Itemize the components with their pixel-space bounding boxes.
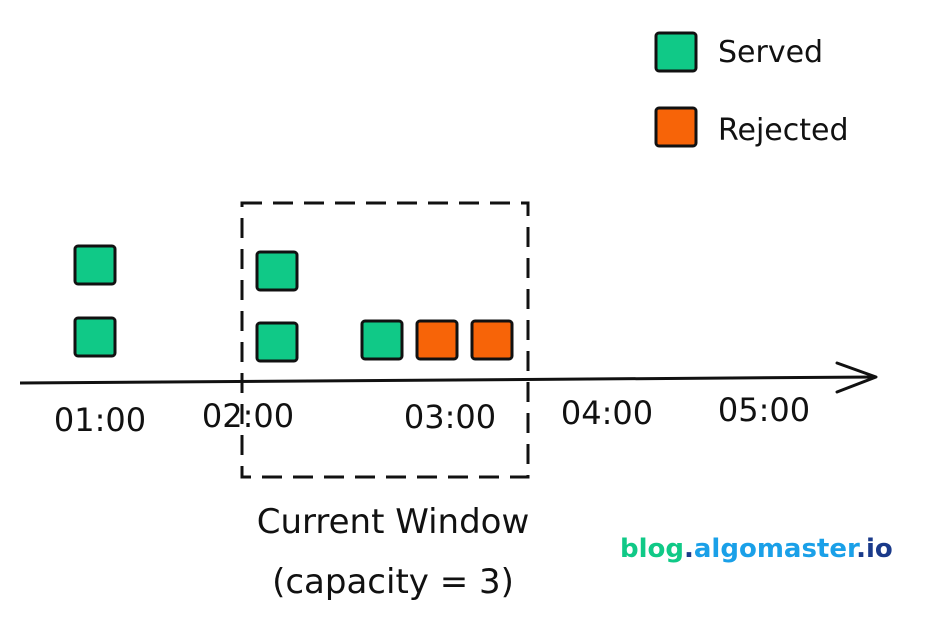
requests (73, 244, 514, 363)
tick-label: 03:00 (404, 398, 496, 436)
brand-part1: blog (620, 534, 684, 564)
served-request (255, 250, 299, 292)
served-request (360, 319, 404, 361)
timeline-axis (19, 361, 878, 394)
brand-dot2: . (856, 534, 866, 564)
tick-label: 01:00 (54, 401, 146, 439)
timeline-line (19, 375, 877, 385)
tick-label: 02:00 (202, 397, 294, 435)
tick-label: 05:00 (718, 391, 810, 429)
legend-served-label: Served (718, 35, 823, 70)
rejected-request (470, 319, 514, 361)
timeline-arrowhead (835, 361, 878, 394)
served-request (255, 321, 299, 363)
current-window-box (240, 201, 530, 479)
served-request (73, 244, 117, 286)
tick-labels: 01:00 02:00 03:00 04:00 05:00 (54, 391, 810, 439)
served-request (73, 316, 117, 358)
brand-part3: io (866, 534, 893, 564)
legend: Served Rejected (654, 31, 849, 148)
legend-rejected-label: Rejected (718, 113, 849, 148)
brand-watermark: blog.algomaster.io (620, 534, 893, 564)
tick-label: 04:00 (561, 394, 653, 432)
brand-part2: algomaster (694, 534, 860, 564)
rejected-request (415, 319, 459, 361)
legend-served-swatch (654, 31, 698, 73)
brand-dot1: . (684, 534, 694, 564)
window-caption: Current Window (capacity = 3) (257, 502, 530, 602)
window-caption-line2: (capacity = 3) (272, 562, 514, 602)
window-caption-line1: Current Window (257, 502, 530, 542)
legend-rejected-swatch (654, 106, 698, 148)
